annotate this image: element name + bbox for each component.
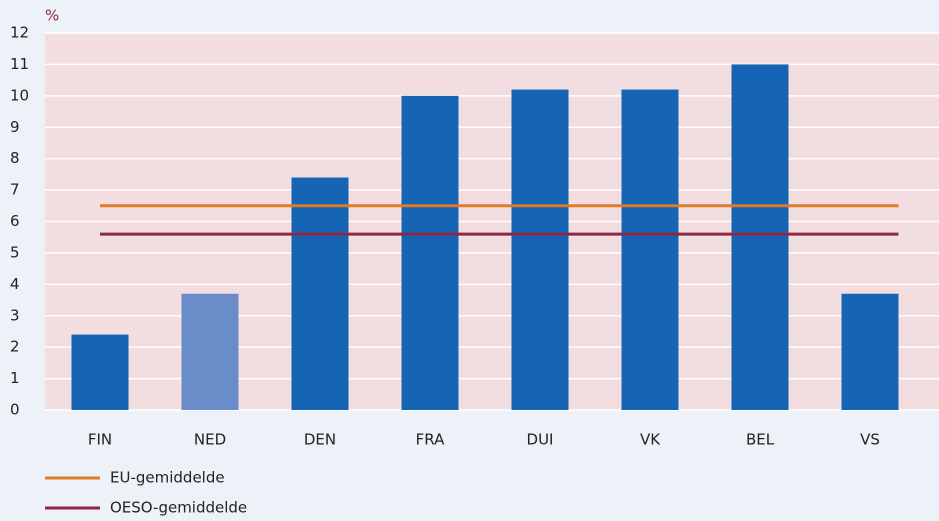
x-tick-label: FIN — [88, 431, 112, 449]
bar — [401, 95, 459, 410]
legend-label: EU-gemiddelde — [110, 469, 225, 487]
legend-label: OESO-gemiddelde — [110, 499, 247, 517]
y-tick-label: 11 — [10, 55, 29, 73]
y-tick-label: 4 — [10, 275, 20, 293]
bar — [511, 89, 569, 411]
y-tick-label: 8 — [10, 149, 20, 167]
x-tick-label: NED — [194, 431, 226, 449]
bar — [731, 64, 789, 411]
y-tick-label: 12 — [10, 24, 29, 42]
y-tick-label: 9 — [10, 118, 20, 136]
y-tick-label: 10 — [10, 86, 29, 104]
x-tick-label: BEL — [746, 431, 775, 449]
y-tick-label: 5 — [10, 243, 20, 261]
x-tick-label: VS — [860, 431, 880, 449]
y-tick-label: 1 — [10, 369, 20, 387]
x-tick-label: DUI — [527, 431, 554, 449]
x-tick-label: DEN — [304, 431, 336, 449]
y-tick-label: 0 — [10, 401, 20, 419]
bar — [71, 334, 129, 410]
y-tick-label: 2 — [10, 338, 20, 356]
bar — [181, 293, 239, 410]
bar — [291, 177, 349, 410]
x-tick-label: FRA — [416, 431, 445, 449]
x-tick-label: VK — [640, 431, 661, 449]
y-tick-label: 3 — [10, 306, 20, 324]
y-tick-label: 6 — [10, 212, 20, 230]
y-unit: % — [45, 7, 59, 25]
bar — [841, 293, 899, 410]
bar — [621, 89, 679, 411]
y-tick-label: 7 — [10, 181, 20, 199]
